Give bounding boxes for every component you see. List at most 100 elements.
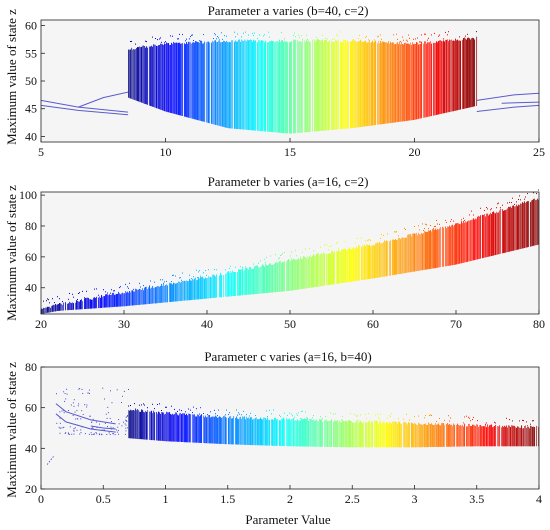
scatter-point [398,235,399,237]
scatter-point [217,415,218,417]
scatter-point [116,389,118,391]
scatter-strip [304,256,306,289]
panel-1: Parameter a varies (b=40, c=2) 5 10 15 20 25… [4,3,545,159]
scatter-strip [297,419,299,447]
scatter-strip [251,417,253,446]
scatter-point [391,413,392,415]
scatter-strip [454,225,456,265]
scatter-strip [443,227,445,267]
scatter-point [166,280,167,282]
scatter-point [463,422,464,424]
scatter-strip [177,282,179,302]
scatter-strip [216,416,218,444]
scatter-strip [372,421,374,448]
scatter-point [98,433,100,435]
scatter-point [387,417,388,419]
scatter-point [263,35,264,37]
scatter-strip [517,426,519,447]
scatter-strip [383,242,385,277]
scatter-strip [193,42,195,119]
scatter-point [335,413,336,415]
scatter-strip [384,422,386,448]
scatter-strip [246,41,248,130]
scatter-point [380,34,381,36]
scatter-point [152,403,153,405]
scatter-point [327,38,328,40]
scatter-point [359,34,360,36]
x-tick-label: 4 [536,492,542,506]
scatter-strip [488,426,490,447]
scatter-strip [171,283,173,302]
scatter-point [73,405,75,407]
scatter-strip [470,426,472,447]
scatter-strip [337,420,339,448]
scatter-point [298,34,299,36]
periodic-branch [46,456,54,465]
scatter-strip [340,251,342,284]
scatter-strip [129,49,131,99]
scatter-strip [487,213,489,257]
scatter-point [413,38,414,40]
scatter-strip [355,248,357,282]
scatter-strip [202,43,204,122]
scatter-point [215,34,216,36]
scatter-strip [394,421,396,448]
scatter-strip [380,421,382,448]
x-tick-label: 15 [284,145,296,159]
scatter-point [73,433,75,435]
scatter-strip [267,417,269,446]
scatter-strip [271,264,273,293]
scatter-strip [237,41,239,129]
scatter-point [226,35,227,37]
scatter-point [182,34,183,36]
scatter-strip [310,419,312,447]
scatter-point [269,409,270,411]
scatter-strip [341,249,343,284]
scatter-strip [291,419,293,447]
scatter-strip [201,414,203,443]
scatter-point [74,411,76,413]
scatter-point [96,433,98,435]
scatter-point [275,254,276,256]
scatter-strip [269,263,271,293]
scatter-strip [467,37,469,108]
scatter-strip [225,273,227,297]
scatter-point [264,34,265,36]
scatter-strip [514,425,516,447]
scatter-strip [321,40,323,131]
scatter-strip [206,42,208,123]
scatter-point [56,393,57,395]
scatter-strip [276,41,278,133]
scatter-point [199,413,200,415]
scatter-point [295,250,296,252]
scatter-point [354,414,355,416]
scatter-strip [223,40,225,128]
scatter-point [162,279,163,281]
scatter-strip [436,424,438,447]
scatter-point [63,412,65,414]
scatter-strip [427,231,429,270]
scatter-point [333,413,334,415]
scatter-point [104,398,105,400]
scatter-point [84,433,86,435]
scatter-strip [143,290,145,305]
scatter-strip [228,417,230,445]
scatter-strip [514,206,516,251]
scatter-strip [462,223,464,263]
x-tick-label: 1 [163,492,169,506]
scatter-strip [527,427,529,447]
scatter-strip [342,249,344,283]
scatter-point [436,420,437,422]
scatter-point [255,415,256,416]
scatter-point [245,266,246,268]
scatter-point [110,292,111,294]
scatter-strip [346,420,348,448]
scatter-strip [143,411,145,440]
scatter-strip [246,416,248,445]
scatter-strip [499,210,501,255]
scatter-point [332,39,333,41]
scatter-strip [455,223,457,265]
scatter-strip [257,265,259,294]
scatter-strip [421,41,423,119]
